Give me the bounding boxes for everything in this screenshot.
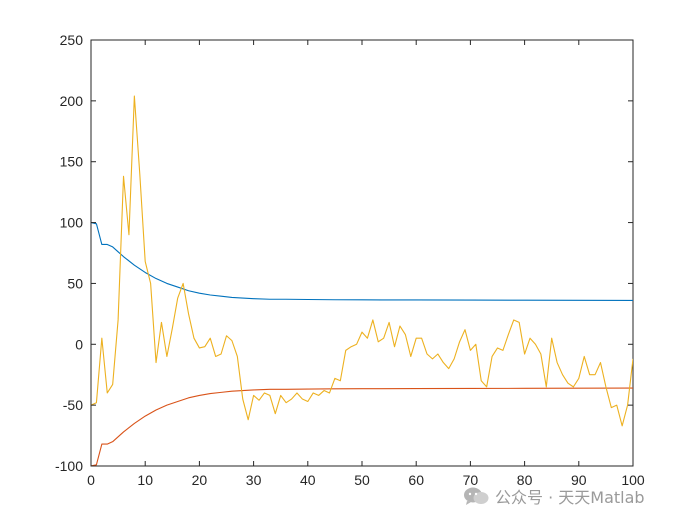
x-tick-label: 20 xyxy=(192,472,208,488)
series-line-1 xyxy=(91,222,633,302)
y-tick-label: -100 xyxy=(55,458,83,474)
x-tick-label: 90 xyxy=(571,472,587,488)
y-axis: -100 -50 0 50 100 150 200 250 xyxy=(55,32,633,474)
y-tick-label: -50 xyxy=(63,397,83,413)
wechat-icon xyxy=(464,487,489,505)
x-tick-label: 50 xyxy=(354,472,370,488)
x-tick-label: 0 xyxy=(87,472,95,488)
x-axis: 0 10 20 30 40 50 60 70 80 90 100 xyxy=(87,40,645,488)
watermark: 公众号 · 天天Matlab xyxy=(463,484,645,508)
x-tick-label: 60 xyxy=(408,472,424,488)
y-tick-label: 0 xyxy=(75,336,83,352)
x-tick-label: 100 xyxy=(621,472,645,488)
x-tick-label: 40 xyxy=(300,472,316,488)
y-tick-label: 50 xyxy=(67,275,83,291)
series-line-3 xyxy=(91,95,633,427)
x-tick-label: 30 xyxy=(246,472,262,488)
watermark-text: 公众号 · 天天Matlab xyxy=(495,488,645,507)
y-tick-label: 200 xyxy=(60,93,84,109)
series-line-2 xyxy=(91,387,633,466)
series-layer xyxy=(91,95,633,466)
y-tick-label: 100 xyxy=(60,215,84,231)
y-tick-label: 250 xyxy=(60,32,84,48)
y-tick-label: 150 xyxy=(60,154,84,170)
x-tick-label: 10 xyxy=(137,472,153,488)
plot-area xyxy=(90,39,634,467)
x-tick-label: 80 xyxy=(517,472,533,488)
x-tick-label: 70 xyxy=(463,472,479,488)
axes-box xyxy=(90,39,634,467)
